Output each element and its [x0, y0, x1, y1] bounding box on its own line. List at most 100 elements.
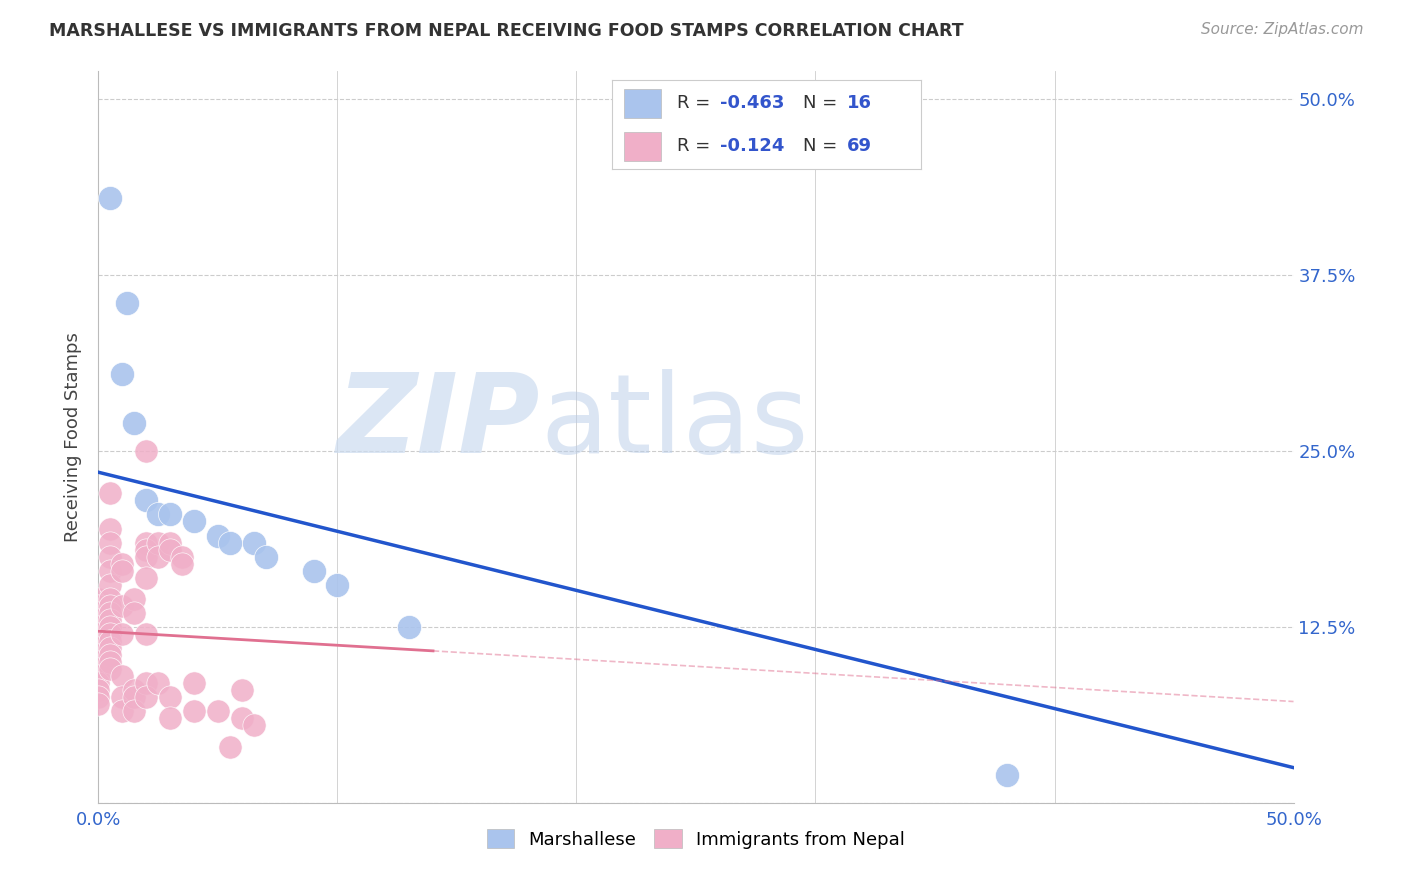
- Point: [87, 669, 110, 683]
- Point: [124, 683, 146, 698]
- Point: [87, 676, 110, 690]
- Point: [159, 711, 181, 725]
- Point: [124, 591, 146, 606]
- Point: [124, 705, 146, 719]
- Point: [87, 634, 110, 648]
- Text: 16: 16: [846, 95, 872, 112]
- Point: [183, 515, 205, 529]
- Text: -0.463: -0.463: [720, 95, 785, 112]
- Point: [87, 591, 110, 606]
- Point: [87, 620, 110, 634]
- Point: [183, 705, 205, 719]
- Point: [135, 676, 157, 690]
- Point: [98, 613, 122, 627]
- Point: [87, 627, 110, 641]
- Point: [995, 767, 1018, 781]
- Point: [302, 564, 325, 578]
- Point: [172, 557, 194, 571]
- Point: [135, 549, 157, 564]
- Text: 69: 69: [846, 137, 872, 155]
- Point: [231, 683, 253, 698]
- Text: ZIP: ZIP: [337, 369, 541, 476]
- Point: [111, 557, 134, 571]
- Text: N =: N =: [803, 95, 844, 112]
- Point: [87, 599, 110, 613]
- Point: [159, 690, 181, 705]
- Point: [98, 606, 122, 620]
- Point: [98, 627, 122, 641]
- Point: [148, 549, 170, 564]
- Point: [135, 542, 157, 557]
- Point: [87, 606, 110, 620]
- Point: [124, 690, 146, 705]
- Text: -0.124: -0.124: [720, 137, 785, 155]
- Text: MARSHALLESE VS IMMIGRANTS FROM NEPAL RECEIVING FOOD STAMPS CORRELATION CHART: MARSHALLESE VS IMMIGRANTS FROM NEPAL REC…: [49, 22, 965, 40]
- Point: [398, 620, 420, 634]
- Point: [111, 627, 134, 641]
- Point: [183, 676, 205, 690]
- Point: [111, 669, 134, 683]
- Point: [135, 571, 157, 585]
- Point: [111, 564, 134, 578]
- Point: [98, 641, 122, 656]
- Point: [98, 191, 122, 205]
- Point: [87, 641, 110, 656]
- Point: [254, 549, 277, 564]
- Point: [87, 613, 110, 627]
- Point: [207, 528, 229, 542]
- Point: [219, 739, 242, 754]
- Point: [98, 486, 122, 500]
- Y-axis label: Receiving Food Stamps: Receiving Food Stamps: [65, 332, 83, 542]
- Point: [124, 606, 146, 620]
- Point: [115, 296, 138, 310]
- Point: [98, 634, 122, 648]
- Point: [124, 416, 146, 430]
- Text: N =: N =: [803, 137, 844, 155]
- Point: [98, 655, 122, 669]
- Point: [98, 521, 122, 535]
- Point: [87, 683, 110, 698]
- Point: [87, 655, 110, 669]
- Point: [111, 705, 134, 719]
- Point: [98, 648, 122, 662]
- Point: [111, 690, 134, 705]
- Point: [219, 535, 242, 549]
- Point: [98, 599, 122, 613]
- Point: [243, 718, 266, 732]
- Text: R =: R =: [676, 95, 716, 112]
- Point: [135, 627, 157, 641]
- Point: [98, 564, 122, 578]
- Point: [98, 662, 122, 676]
- Point: [111, 367, 134, 381]
- Point: [159, 535, 181, 549]
- Point: [135, 444, 157, 458]
- Point: [98, 578, 122, 592]
- Point: [243, 535, 266, 549]
- Point: [148, 508, 170, 522]
- Point: [326, 578, 349, 592]
- Point: [87, 698, 110, 712]
- Point: [87, 648, 110, 662]
- Point: [159, 542, 181, 557]
- Point: [207, 705, 229, 719]
- Text: Source: ZipAtlas.com: Source: ZipAtlas.com: [1201, 22, 1364, 37]
- Point: [172, 549, 194, 564]
- Text: R =: R =: [676, 137, 716, 155]
- FancyBboxPatch shape: [624, 132, 661, 161]
- Point: [98, 549, 122, 564]
- Legend: Marshallese, Immigrants from Nepal: Marshallese, Immigrants from Nepal: [479, 822, 912, 856]
- Point: [135, 493, 157, 508]
- FancyBboxPatch shape: [624, 89, 661, 118]
- Point: [111, 599, 134, 613]
- Point: [87, 690, 110, 705]
- Point: [148, 676, 170, 690]
- Point: [87, 662, 110, 676]
- Point: [148, 535, 170, 549]
- Point: [159, 508, 181, 522]
- Point: [135, 535, 157, 549]
- Point: [98, 591, 122, 606]
- Point: [98, 535, 122, 549]
- Point: [98, 620, 122, 634]
- Point: [135, 690, 157, 705]
- Text: atlas: atlas: [541, 369, 808, 476]
